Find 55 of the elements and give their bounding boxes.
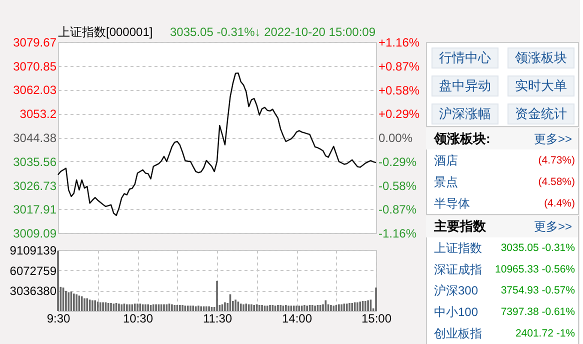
category-label: 景点 [434, 174, 458, 189]
x-tick-label: 9:30 [46, 312, 70, 326]
category-label: 酒店 [434, 153, 458, 168]
category-label: 上证指数 [434, 241, 482, 255]
text: 沪深涨幅 [439, 106, 491, 121]
text: 2401.72 -1% [515, 327, 575, 340]
category-label: 中小100 [434, 305, 478, 319]
category-label: 半导体 [434, 196, 470, 210]
y2-tick-label: +0.58% [378, 83, 420, 98]
text: 主要指数 [433, 218, 487, 234]
y-tick-label: 3035.56 [13, 154, 57, 169]
category-label: 创业板指 [434, 326, 482, 340]
y2-tick-label: -1.16% [378, 226, 417, 240]
y-tick-label: 3036380 [10, 284, 57, 298]
y-tick-label: 3017.91 [13, 202, 57, 217]
text: 更多>> [534, 132, 572, 146]
text: 资金统计 [515, 106, 567, 121]
y-tick-label: 3044.38 [13, 131, 57, 145]
text: 实时大单 [515, 78, 567, 93]
y2-tick-label: +0.87% [378, 59, 420, 74]
text: (4.73%) [538, 154, 575, 166]
text: 更多>> [534, 220, 572, 234]
x-tick-label: 10:30 [122, 312, 154, 326]
text: 领涨板块: [433, 130, 490, 146]
text: 7397.38 -0.61% [500, 306, 575, 318]
text: 3754.93 -0.57% [500, 284, 575, 297]
y-tick-label: 3026.73 [13, 178, 57, 193]
y2-tick-label: -0.29% [378, 154, 417, 169]
y-tick-label: 3062.03 [13, 83, 57, 98]
category-label: 沪深300 [434, 284, 478, 298]
x-tick-label: 11:30 [202, 312, 232, 326]
y-tick-label: 6072759 [10, 264, 57, 278]
text: 盘中异动 [439, 78, 491, 93]
y-tick-label: 3009.09 [13, 226, 57, 240]
text: (4.58%) [538, 176, 575, 188]
x-tick-label: 15:00 [361, 312, 392, 326]
text: 3035.05 -0.31% [500, 242, 575, 254]
text: 10965.33 -0.56% [495, 263, 575, 276]
y2-tick-label: -0.87% [378, 202, 417, 217]
chart-title: 上证指数[000001] [58, 25, 153, 39]
y-tick-label: 9109139 [10, 244, 57, 258]
line-series [57, 72, 377, 216]
y-tick-label: 3070.85 [13, 59, 57, 74]
text: 行情中心 [439, 50, 491, 65]
y2-tick-label: -0.58% [378, 178, 417, 193]
text: (4.4%) [544, 197, 575, 210]
chart-subtitle: 3035.05 -0.31%↓ 2022-10-20 15:00:09 [170, 25, 376, 39]
y2-tick-label: 0.00% [378, 131, 413, 145]
text: 领涨板块 [515, 50, 567, 65]
x-tick-label: 14:00 [282, 312, 312, 326]
y-tick-label: 3053.2 [20, 107, 57, 122]
y-tick-label: 3079.67 [13, 36, 57, 50]
y2-tick-label: +1.16% [378, 36, 420, 50]
y2-tick-label: +0.29% [378, 107, 420, 122]
category-label: 深证成指 [434, 262, 482, 276]
